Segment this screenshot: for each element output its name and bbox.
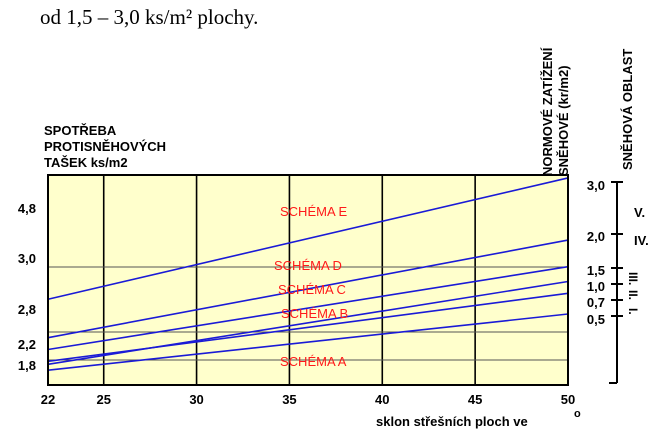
snow-zone-label: IV. [634,233,649,248]
right-header-load-line-2: SNĚHOVÉ (kr/m2) [556,65,571,176]
scheme-label-e: SCHÉMA E [280,204,348,219]
x-tick-label: 25 [96,392,110,407]
x-tick-label: 30 [189,392,203,407]
series-line-e [47,177,569,301]
right-load-tick-label: 0,5 [587,312,605,327]
left-tick-label: 2,8 [18,302,36,317]
x-tick-labels: 22 25 30 35 40 45 50 [41,392,575,407]
snow-zone-scale [609,181,623,384]
left-tick-label: 1,8 [18,358,36,373]
x-axis-unit: o [574,408,581,420]
x-tick-label: 22 [41,392,55,407]
intro-text: od 1,5 – 3,0 ks/m² plochy. [40,5,258,29]
scheme-label-c: SCHÉMA C [278,282,346,297]
snow-zone-label: III. [626,272,640,285]
right-load-tick-label: 0,7 [587,295,605,310]
snow-zone-label: V. [634,205,645,220]
scheme-label-a: SCHÉMA A [280,354,347,369]
right-load-tick-label: 2,0 [587,229,605,244]
series-line-d [47,239,569,339]
x-tick-label: 45 [468,392,482,407]
x-axis-label: sklon střešních ploch ve [376,414,528,429]
right-header-load-line-1: NORMOVÉ ZATÍŽENÍ [540,47,555,176]
right-load-tick-label: 1,5 [587,263,605,278]
left-tick-label: 3,0 [18,251,36,266]
series-line-extra [47,280,569,366]
x-tick-label: 35 [282,392,296,407]
scheme-label-d: SCHÉMA D [274,258,342,273]
series-line-a [47,313,569,372]
right-header-zone: SNĚHOVÁ OBLAST [620,49,635,170]
scheme-label-b: SCHÉMA B [281,306,348,321]
plot-border [47,174,569,386]
right-load-tick-label: 1,0 [587,279,605,294]
left-tick-label: 4,8 [18,201,36,216]
series-lines [47,177,569,372]
left-title-line-2: PROTISNĚHOVÝCH [44,139,166,154]
left-tick-label: 2,2 [18,337,36,352]
x-tick-label: 50 [561,392,575,407]
left-title-line-1: SPOTŘEBA [44,123,117,138]
right-load-tick-label: 3,0 [587,178,605,193]
x-tick-label: 40 [375,392,389,407]
snow-zone-label: II. [626,290,640,300]
series-line-c [47,265,569,351]
grid-lines [48,175,568,385]
snow-zone-label: I. [626,308,640,315]
left-title-line-3: TAŠEK ks/m2 [44,155,128,170]
